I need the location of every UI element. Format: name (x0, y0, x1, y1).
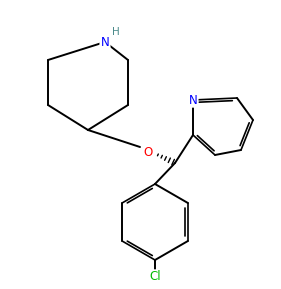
Text: H: H (112, 27, 120, 37)
Text: N: N (189, 94, 197, 107)
Text: Cl: Cl (149, 271, 161, 284)
Text: O: O (143, 145, 153, 158)
Text: N: N (101, 36, 109, 49)
